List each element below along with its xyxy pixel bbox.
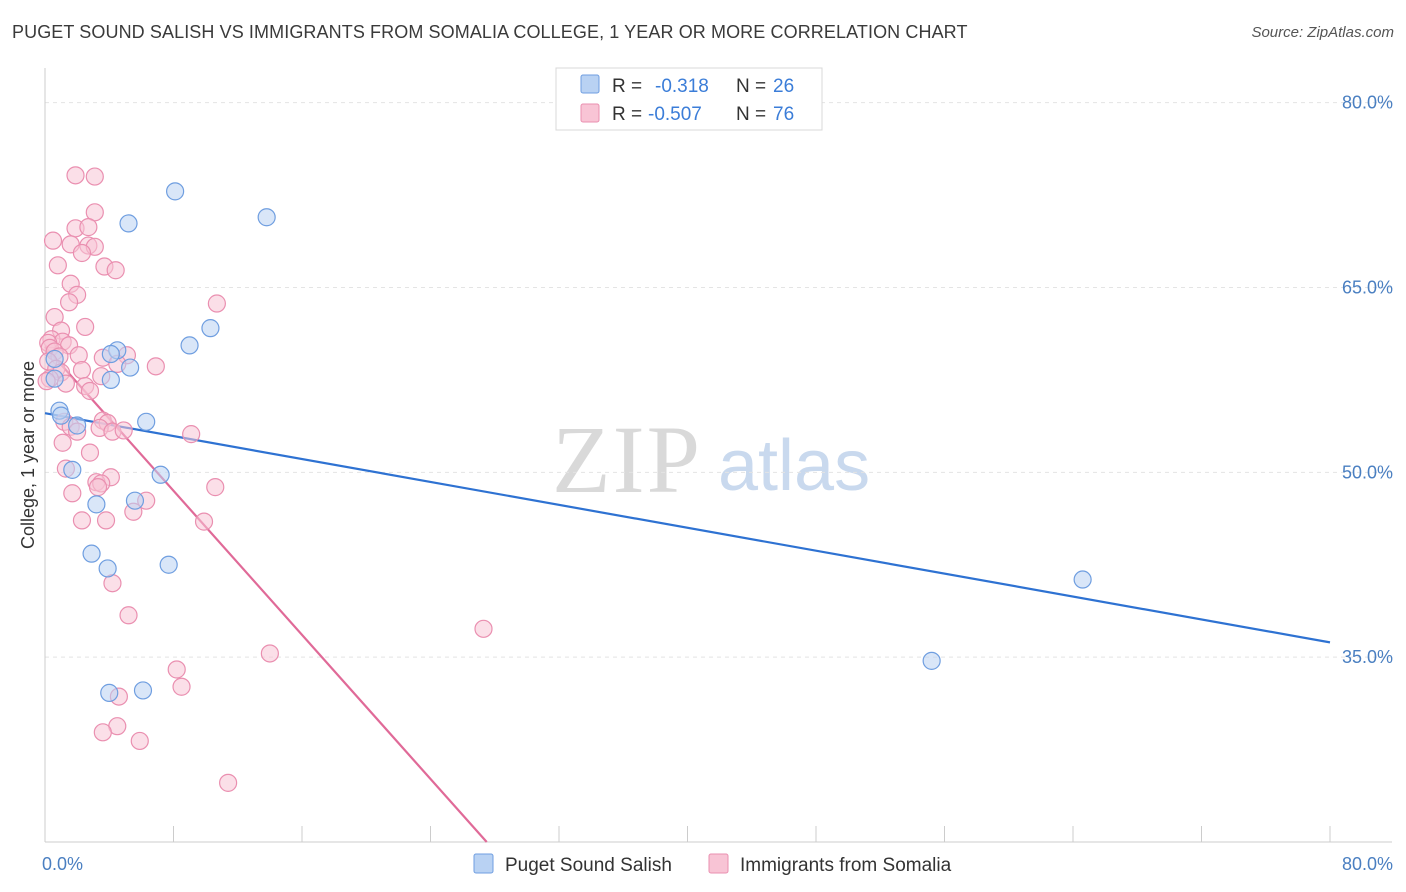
point-immigrants-from-somalia-63 [96, 511, 116, 530]
x-tick-label-min: 0.0% [42, 854, 83, 874]
point-puget-sound-salish-0 [166, 182, 185, 201]
point-puget-sound-salish-15 [151, 465, 170, 484]
point-immigrants-from-somalia-27 [69, 346, 88, 365]
point-immigrants-from-somalia-52 [80, 443, 100, 462]
legend-box [555, 67, 823, 131]
x-tick-label-max: 80.0% [1342, 854, 1393, 874]
point-puget-sound-salish-19 [159, 555, 178, 574]
point-puget-sound-salish-17 [87, 495, 106, 514]
point-puget-sound-salish-24 [100, 683, 119, 702]
series-legend: Puget Sound Salish Immigrants from Somal… [473, 853, 952, 876]
point-immigrants-from-somalia-68 [260, 644, 279, 663]
legend-swatch-puget-sound-salish [580, 74, 600, 94]
point-immigrants-from-somalia-32 [146, 357, 165, 376]
data-points [37, 166, 1092, 792]
y-tick-label-50: 50.0% [1342, 462, 1393, 482]
point-immigrants-from-somalia-10 [48, 256, 67, 275]
point-puget-sound-salish-6 [101, 344, 120, 364]
legend-r-label-0: R = [612, 76, 642, 97]
point-puget-sound-salish-16 [125, 491, 145, 510]
y-axis-title: College, 1 year or more [18, 361, 38, 549]
point-immigrants-from-somalia-5 [43, 231, 63, 250]
point-immigrants-from-somalia-1 [85, 167, 104, 186]
point-immigrants-from-somalia-4 [79, 218, 98, 237]
y-tick-label-80: 80.0% [1342, 93, 1393, 113]
chart-title: PUGET SOUND SALISH VS IMMIGRANTS FROM SO… [12, 22, 968, 42]
bottom-legend-swatch-puget-sound-salish [473, 853, 494, 874]
point-immigrants-from-somalia-40 [80, 381, 100, 401]
legend-swatch-immigrants-from-somalia [580, 103, 600, 123]
watermark: ZIP atlas [552, 406, 870, 513]
point-immigrants-from-somalia-15 [207, 294, 226, 313]
point-immigrants-from-somalia-49 [114, 421, 133, 440]
y-tick-label-35: 35.0% [1342, 647, 1393, 667]
point-immigrants-from-somalia-70 [172, 677, 191, 696]
point-puget-sound-salish-1 [119, 214, 138, 233]
point-puget-sound-salish-18 [82, 544, 101, 563]
legend-n-label-0: N = [736, 76, 766, 97]
legend-r-value-0: -0.318 [655, 76, 709, 97]
point-puget-sound-salish-2 [257, 208, 276, 227]
point-puget-sound-salish-8 [45, 369, 64, 388]
trendline-puget-sound-salish [44, 412, 1331, 644]
point-immigrants-from-somalia-57 [88, 478, 108, 497]
point-immigrants-from-somalia-75 [219, 773, 238, 792]
point-immigrants-from-somalia-16 [59, 293, 79, 312]
legend-n-value-0: 26 [773, 76, 794, 97]
point-puget-sound-salish-25 [45, 349, 64, 369]
point-puget-sound-salish-12 [137, 412, 156, 431]
legend-n-label-1: N = [736, 104, 766, 125]
point-immigrants-from-somalia-69 [167, 660, 186, 679]
point-puget-sound-salish-14 [63, 460, 82, 479]
point-puget-sound-salish-7 [121, 358, 140, 377]
point-immigrants-from-somalia-64 [194, 512, 214, 531]
point-puget-sound-salish-13 [68, 416, 87, 435]
axes: 35.0% 50.0% 65.0% 80.0% 0.0% 80.0% [42, 68, 1393, 874]
bottom-legend-label-immigrants-from-somalia: Immigrants from Somalia [740, 855, 952, 876]
watermark-zip: ZIP [552, 406, 702, 513]
legend-n-value-1: 76 [773, 104, 794, 125]
watermark-atlas: atlas [718, 426, 870, 506]
point-puget-sound-salish-4 [180, 336, 199, 355]
point-immigrants-from-somalia-58 [206, 478, 225, 497]
point-puget-sound-salish-3 [201, 319, 220, 338]
point-immigrants-from-somalia-62 [72, 511, 92, 530]
point-immigrants-from-somalia-51 [53, 433, 72, 452]
y-tick-label-65: 65.0% [1342, 277, 1393, 297]
legend-r-label-1: R = [612, 104, 642, 125]
point-immigrants-from-somalia-66 [119, 606, 138, 625]
point-immigrants-from-somalia-9 [72, 243, 92, 263]
chart-source: Source: ZipAtlas.com [1251, 24, 1394, 41]
legend-r-value-1: -0.507 [648, 104, 702, 125]
point-immigrants-from-somalia-59 [63, 484, 82, 503]
point-immigrants-from-somalia-35 [72, 360, 92, 380]
point-puget-sound-salish-9 [101, 370, 120, 390]
point-immigrants-from-somalia-50 [182, 425, 201, 444]
point-immigrants-from-somalia-67 [474, 619, 493, 638]
point-immigrants-from-somalia-74 [130, 731, 149, 751]
point-puget-sound-salish-23 [133, 681, 153, 700]
point-immigrants-from-somalia-12 [106, 261, 125, 280]
point-puget-sound-salish-21 [1073, 570, 1092, 589]
bottom-legend-swatch-immigrants-from-somalia [708, 853, 729, 874]
point-immigrants-from-somalia-18 [76, 317, 95, 337]
point-puget-sound-salish-20 [98, 559, 117, 578]
correlation-legend: R = -0.318 N = 26 R = -0.507 N = 76 [555, 67, 823, 131]
point-puget-sound-salish-22 [922, 651, 941, 670]
point-immigrants-from-somalia-73 [93, 723, 112, 742]
bottom-legend-label-puget-sound-salish: Puget Sound Salish [505, 855, 672, 876]
point-immigrants-from-somalia-0 [66, 166, 85, 185]
point-puget-sound-salish-11 [51, 406, 71, 425]
